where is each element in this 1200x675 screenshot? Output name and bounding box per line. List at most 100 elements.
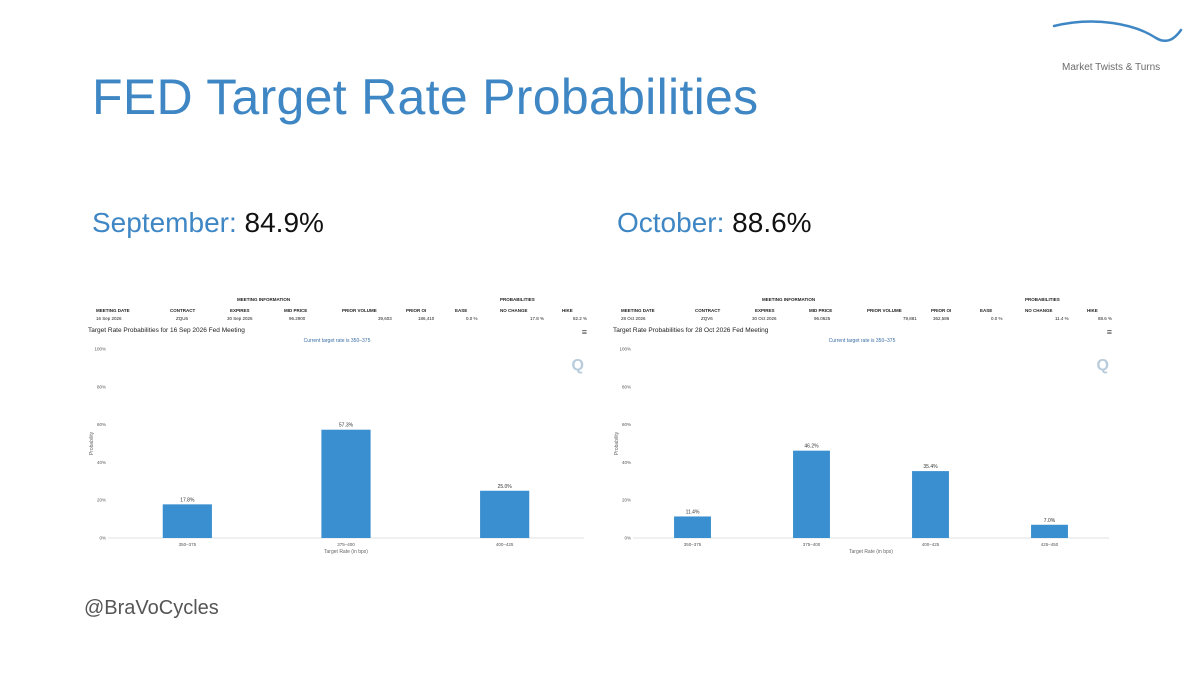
september-chart-panel: MEETING INFORMATION PROBABILITIES MEETIN… (84, 294, 590, 560)
cell-no-change: 17.8 % (530, 316, 545, 321)
x-axis-label: Target Rate (in bps) (849, 549, 893, 555)
y-tick-label: 20% (622, 498, 631, 503)
y-tick-label: 100% (619, 347, 631, 352)
y-tick-label: 20% (97, 498, 106, 503)
watermark-logo: Q (571, 357, 584, 374)
october-headline: October: 88.6% (617, 207, 812, 239)
october-chart-subtitle: Current target rate is 350–375 (828, 338, 896, 344)
data-label: 57.3% (339, 423, 354, 429)
table-header-prior-volume: PRIOR VOLUME (342, 308, 377, 313)
bar (480, 490, 530, 538)
x-tick-label: 400–425 (496, 542, 514, 547)
bar (912, 471, 949, 538)
table-header-ease: EASE (980, 308, 993, 313)
table-header-meeting-date: MEETING DATE (621, 308, 655, 313)
x-tick-label: 375–400 (803, 542, 821, 547)
table-header-expires: EXPIRES (755, 308, 775, 313)
bar (321, 429, 371, 538)
cell-hike: 88.6 % (1098, 316, 1113, 321)
x-tick-label: 400–425 (922, 542, 940, 547)
y-tick-label: 80% (622, 384, 631, 389)
table-header-ease: EASE (455, 308, 468, 313)
x-axis-label: Target Rate (in bps) (324, 549, 368, 555)
cell-contract: ZQU6 (176, 316, 189, 321)
author-handle: @BraVoCycles (84, 597, 219, 619)
page-title: FED Target Rate Probabilities (92, 69, 759, 125)
cell-contract: ZQV6 (701, 316, 713, 321)
data-label: 35.4% (923, 464, 938, 470)
table-header-contract: CONTRACT (170, 308, 196, 313)
october-value: 88.6% (732, 207, 812, 238)
cell-prior-volume: 79,881 (903, 316, 917, 321)
bar (162, 504, 212, 538)
cell-no-change: 11.4 % (1055, 316, 1069, 321)
y-axis-label: Probability (89, 431, 95, 455)
table-header-mid-price: MID PRICE (809, 308, 833, 313)
table-header-probabilities: PROBABILITIES (1025, 297, 1060, 302)
table-header-no-change: NO CHANGE (500, 308, 528, 313)
table-header-meeting-information: MEETING INFORMATION (762, 297, 816, 302)
y-tick-label: 0% (99, 536, 106, 541)
data-label: 7.0% (1044, 518, 1056, 524)
table-header-prior-oi: PRIOR OI (406, 308, 427, 313)
watermark-logo: Q (1096, 357, 1109, 374)
september-label: September: (92, 207, 237, 238)
table-header-hike: HIKE (562, 308, 573, 313)
table-header-no-change: NO CHANGE (1025, 308, 1053, 313)
x-tick-label: 350–375 (684, 542, 702, 547)
october-meeting-table: MEETING INFORMATION PROBABILITIES MEETIN… (609, 294, 1115, 324)
y-tick-label: 60% (622, 422, 631, 427)
table-header-meeting-information: MEETING INFORMATION (237, 297, 291, 302)
table-header-mid-price: MID PRICE (284, 308, 308, 313)
data-label: 17.8% (180, 497, 195, 503)
table-header-prior-volume: PRIOR VOLUME (867, 308, 902, 313)
y-axis-label: Probability (614, 431, 620, 455)
september-chart-title: Target Rate Probabilities for 16 Sep 202… (88, 327, 245, 334)
hamburger-menu-icon[interactable]: ≡ (581, 327, 587, 337)
cell-expires: 30 Sep 2026 (227, 316, 253, 321)
x-tick-label: 425–450 (1041, 542, 1059, 547)
y-tick-label: 0% (624, 536, 631, 541)
table-header-probabilities: PROBABILITIES (500, 297, 535, 302)
y-tick-label: 40% (97, 460, 106, 465)
y-tick-label: 80% (97, 384, 106, 389)
data-label: 25.0% (498, 484, 513, 490)
table-header-contract: CONTRACT (695, 308, 721, 313)
table-header-meeting-date: MEETING DATE (96, 308, 130, 313)
cell-prior-oi: 186,410 (418, 316, 435, 321)
y-tick-label: 40% (622, 460, 631, 465)
table-header-expires: EXPIRES (230, 308, 250, 313)
september-chart-subtitle: Current target rate is 350–375 (303, 338, 371, 344)
data-label: 46.2% (804, 444, 819, 450)
september-bar-chart: 0% 20% 40% 60% 80% 100% Probability 17.8% 350–37… (89, 347, 584, 555)
cell-prior-oi: 362,586 (933, 316, 950, 321)
cell-mid-price: 96.2900 (289, 316, 306, 321)
cell-prior-volume: 39,603 (378, 316, 392, 321)
cell-hike: 82.2 % (573, 316, 588, 321)
cell-meeting-date: 16 Sep 2026 (96, 316, 122, 321)
september-meeting-table: MEETING INFORMATION PROBABILITIES MEETIN… (84, 294, 590, 324)
hamburger-menu-icon[interactable]: ≡ (1106, 327, 1112, 337)
data-label: 11.4% (686, 509, 700, 515)
october-chart-panel: MEETING INFORMATION PROBABILITIES MEETIN… (609, 294, 1115, 560)
bar (1031, 524, 1068, 538)
october-label: October: (617, 207, 725, 238)
bar (674, 516, 711, 538)
october-bar-chart: 0% 20% 40% 60% 80% 100% Probability 11.4% 350–37… (614, 347, 1109, 555)
x-tick-label: 375–400 (337, 542, 355, 547)
x-tick-label: 350–375 (179, 542, 197, 547)
y-tick-label: 100% (94, 347, 106, 352)
cell-ease: 0.0 % (991, 316, 1003, 321)
table-header-prior-oi: PRIOR OI (931, 308, 952, 313)
brand-name: Market Twists & Turns (1062, 62, 1161, 73)
cell-ease: 0.0 % (466, 316, 478, 321)
september-value: 84.9% (244, 207, 324, 238)
september-headline: September: 84.9% (92, 207, 324, 239)
y-tick-label: 60% (97, 422, 106, 427)
october-chart-title: Target Rate Probabilities for 28 Oct 202… (613, 327, 769, 334)
bar (793, 450, 830, 538)
cell-meeting-date: 28 Oct 2026 (621, 316, 646, 321)
table-header-hike: HIKE (1087, 308, 1098, 313)
cell-expires: 30 Oct 2026 (752, 316, 777, 321)
brand-swoosh-icon (1052, 20, 1183, 42)
